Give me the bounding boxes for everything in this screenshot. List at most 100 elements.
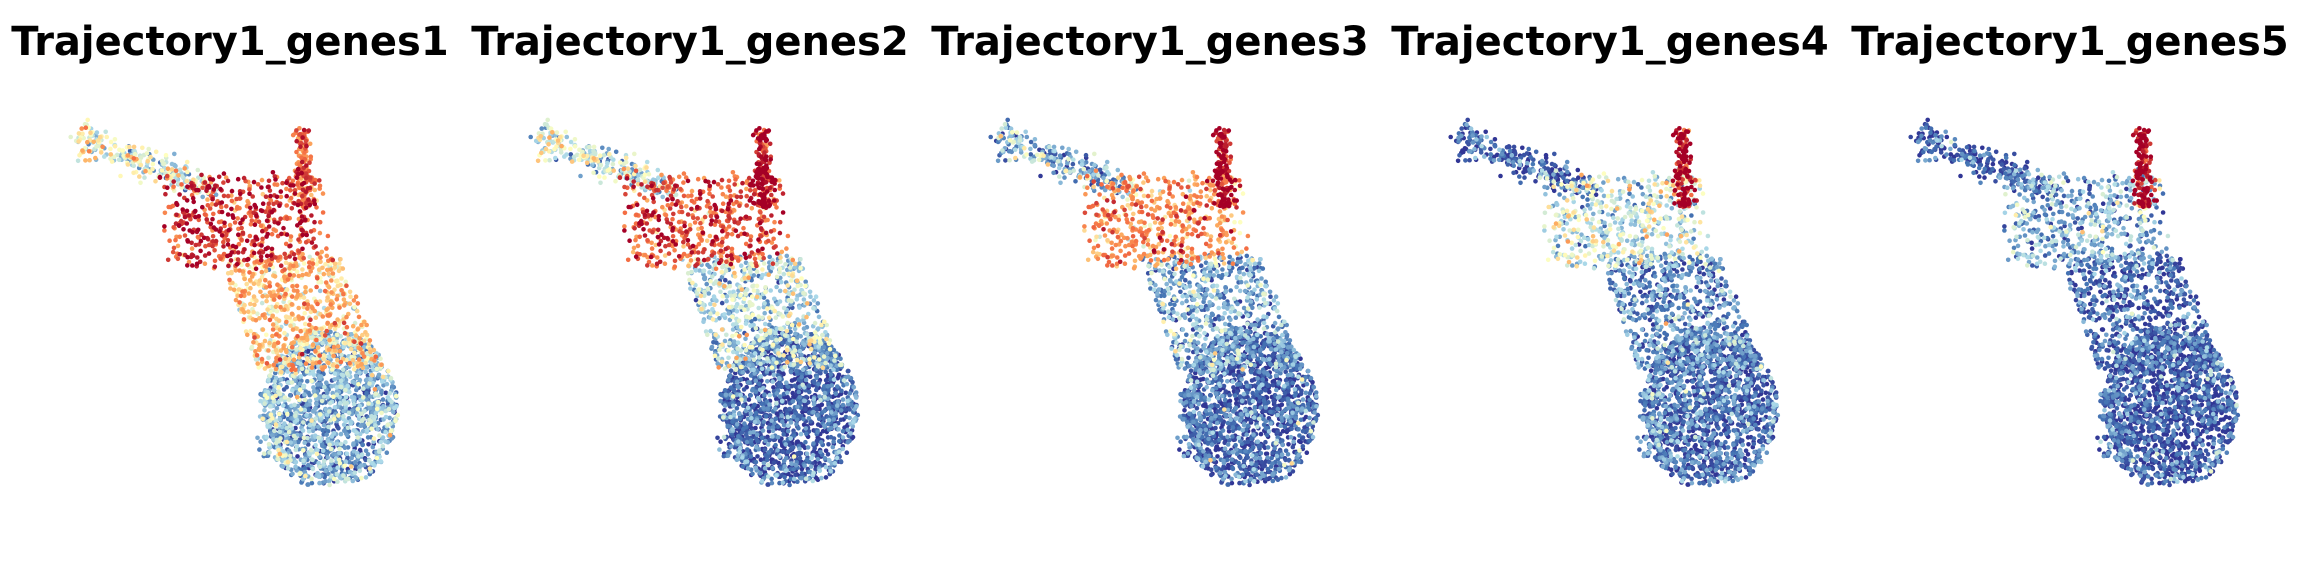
cell-point — [162, 228, 167, 233]
cell-point — [268, 253, 274, 258]
cell-point — [318, 259, 323, 265]
cell-point — [334, 297, 340, 302]
cell-point — [315, 276, 320, 281]
cell-point — [251, 179, 257, 185]
cell-point — [760, 428, 766, 433]
cell-point — [189, 246, 195, 251]
cell-point — [303, 240, 309, 245]
cell-point — [307, 422, 313, 428]
cell-point — [306, 168, 312, 174]
cell-point — [174, 212, 179, 218]
cell-point — [200, 194, 205, 200]
cell-point — [822, 408, 827, 414]
scatter-plot-genes1 — [68, 117, 401, 488]
cell-point — [285, 277, 291, 282]
cell-point — [363, 360, 368, 366]
cell-point — [273, 418, 279, 424]
cell-point — [338, 378, 344, 384]
cell-point — [344, 451, 350, 457]
cell-point — [313, 416, 319, 422]
cell-point — [315, 448, 320, 453]
cell-point — [358, 341, 364, 346]
cell-point — [343, 279, 349, 285]
cell-point — [805, 445, 811, 450]
cell-point — [246, 291, 252, 296]
cell-point — [280, 464, 286, 469]
cell-point — [305, 302, 311, 307]
cell-point — [291, 263, 296, 269]
cell-point — [329, 290, 334, 295]
cell-point — [251, 281, 257, 287]
cell-point — [294, 269, 300, 274]
cell-point — [271, 201, 276, 207]
cell-point — [319, 326, 324, 332]
cell-point — [272, 274, 278, 279]
cell-point — [793, 462, 799, 468]
cell-point — [750, 388, 755, 393]
cell-point — [354, 387, 359, 393]
cell-point — [211, 211, 216, 217]
cell-point — [363, 457, 368, 463]
cell-point — [357, 336, 362, 341]
cell-point — [343, 459, 349, 464]
cell-point — [327, 482, 332, 488]
cell-point — [801, 320, 807, 326]
cell-point — [310, 361, 316, 367]
cell-point — [234, 196, 239, 202]
cell-point — [741, 387, 747, 392]
cell-point — [245, 262, 250, 268]
cell-point — [816, 382, 821, 387]
cell-point — [385, 422, 391, 428]
cell-point — [295, 391, 301, 396]
cell-point — [286, 429, 292, 435]
cell-point — [763, 414, 769, 419]
cell-point — [246, 309, 251, 315]
cell-point — [780, 419, 785, 425]
cell-point — [838, 356, 843, 362]
cell-point — [707, 264, 712, 270]
cell-point — [300, 232, 306, 238]
cell-point — [254, 259, 260, 264]
cell-point — [753, 459, 759, 465]
cell-point — [796, 389, 802, 395]
cell-point — [719, 274, 725, 280]
cell-point — [221, 239, 226, 245]
cell-point — [301, 458, 306, 464]
cell-point — [359, 361, 364, 367]
cell-point — [345, 455, 350, 460]
cell-point — [266, 377, 271, 383]
cell-point — [362, 319, 367, 325]
cell-point — [295, 182, 300, 187]
cell-point — [267, 188, 273, 193]
cell-point — [153, 179, 158, 184]
cell-point — [289, 302, 295, 307]
cell-point — [300, 272, 305, 278]
cell-point — [253, 357, 259, 362]
cell-point — [325, 455, 331, 460]
cell-point — [182, 214, 188, 220]
cell-point — [829, 383, 835, 388]
cell-point — [307, 254, 313, 260]
cell-point — [350, 357, 356, 363]
cell-point — [260, 416, 266, 422]
cell-point — [829, 425, 834, 431]
cell-point — [311, 372, 317, 378]
cell-point — [835, 384, 840, 389]
cell-point — [352, 470, 358, 476]
cell-point — [335, 344, 341, 349]
cell-point — [837, 433, 842, 438]
cell-point — [265, 424, 271, 430]
cell-point — [95, 138, 101, 143]
cell-point — [748, 393, 753, 398]
cell-point — [268, 368, 274, 374]
cell-point — [168, 204, 173, 210]
cell-point — [308, 269, 314, 274]
cell-point — [373, 423, 378, 428]
cell-point — [171, 245, 177, 251]
cell-point — [275, 340, 281, 346]
cell-point — [345, 425, 351, 431]
cell-point — [194, 187, 199, 193]
cell-point — [346, 410, 352, 416]
cell-point — [185, 263, 190, 268]
cell-point — [273, 440, 279, 446]
